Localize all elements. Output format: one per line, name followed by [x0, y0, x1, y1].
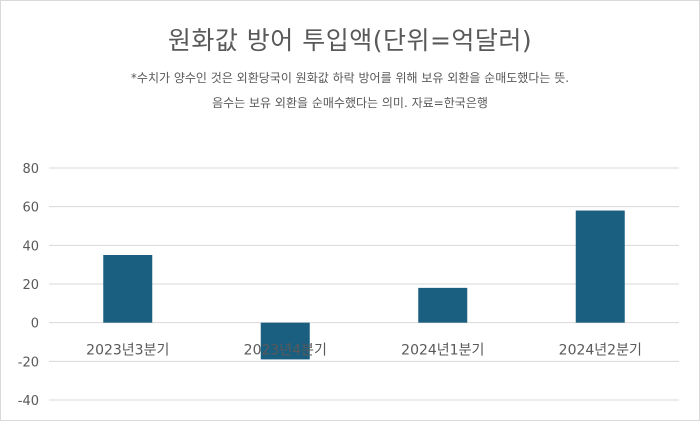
bar [103, 255, 153, 323]
y-tick-label: 80 [22, 162, 39, 177]
bar [418, 287, 468, 323]
chart-footnote-1: *수치가 양수인 것은 외환당국이 원화값 하락 방어를 위해 보유 외환을 순… [130, 71, 570, 85]
bar [575, 210, 625, 323]
y-tick-label: 0 [31, 317, 39, 332]
y-tick-label: 20 [22, 278, 39, 293]
y-tick-label: 60 [22, 201, 39, 216]
y-tick-label: -20 [18, 355, 39, 370]
x-category-label: 2024년1분기 [401, 343, 484, 359]
y-tick-label: -40 [18, 394, 39, 409]
chart-title: 원화값 방어 투입액(단위=억달러) [167, 26, 533, 55]
x-category-label: 2023년4분기 [244, 343, 327, 359]
x-category-label: 2024년2분기 [559, 343, 642, 359]
chart-footnote-2: 음수는 보유 외환을 순매수했다는 의미. 자료=한국은행 [212, 96, 488, 110]
x-category-label: 2023년3분기 [86, 343, 169, 359]
bar [260, 322, 310, 360]
y-tick-label: 40 [22, 239, 39, 254]
